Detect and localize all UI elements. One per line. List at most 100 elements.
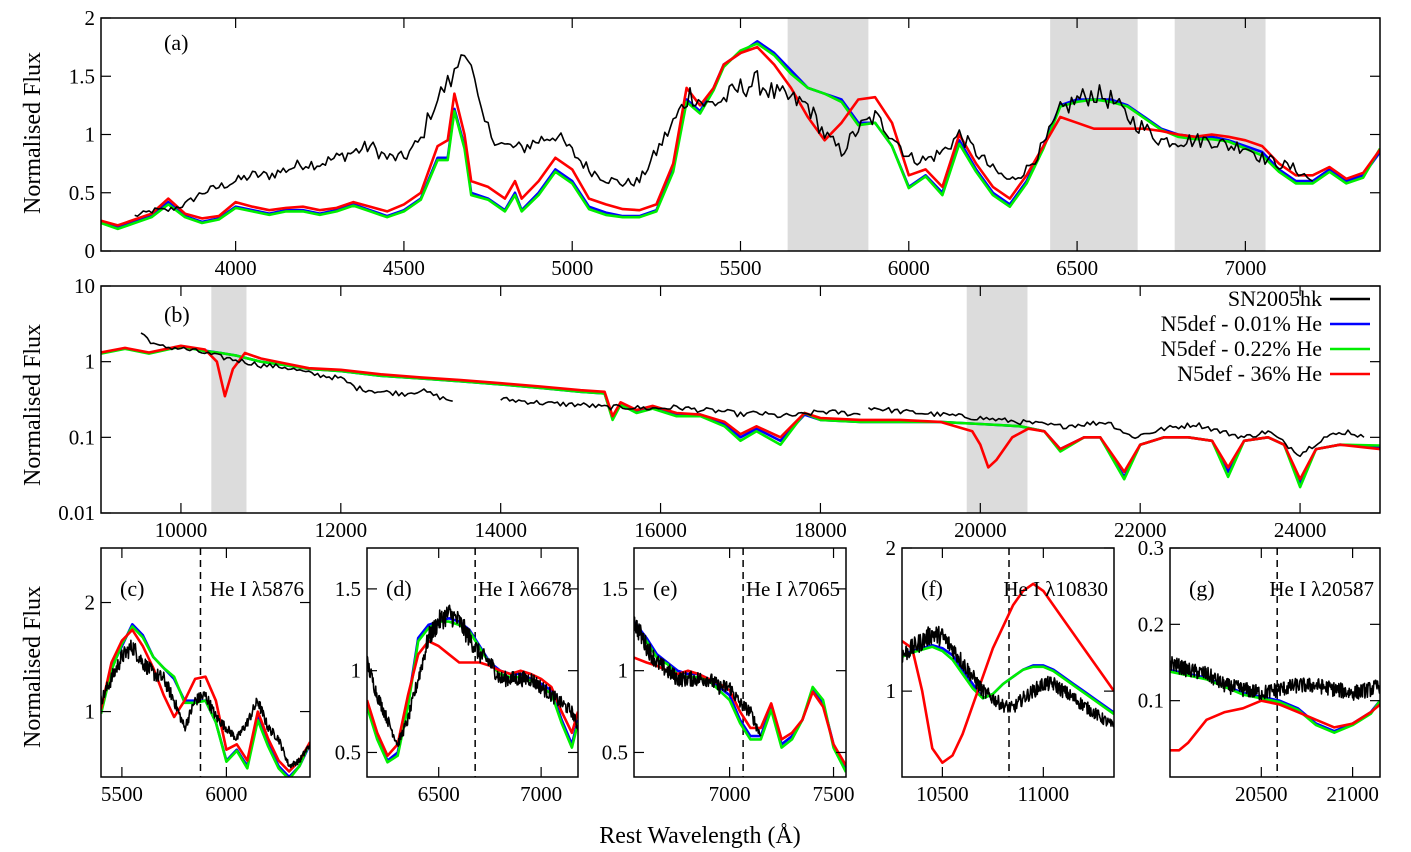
panel-label-c: (c)	[120, 576, 144, 601]
legend-label-He001: N5def - 0.01% He	[1161, 311, 1322, 336]
y-tick-label-e: 1	[618, 659, 629, 683]
legend-label-He36: N5def - 36% He	[1177, 361, 1322, 386]
x-tick-label-a: 6500	[1056, 256, 1098, 280]
y-tick-label-d: 1	[351, 659, 362, 683]
line-label-d: He I λ6678	[478, 577, 572, 601]
x-axis-label: Rest Wavelength (Å)	[599, 823, 801, 849]
y-tick-label-a: 0.5	[69, 181, 95, 205]
x-tick-label-f: 11000	[1017, 782, 1069, 806]
panel-c: 5500 6000 1 2 (c) He I λ5876	[85, 547, 311, 806]
series-group-a	[101, 40, 1380, 231]
line-label-f: He I λ10830	[1003, 577, 1108, 601]
series-group-g	[1170, 656, 1380, 752]
series-SN2005hk-a	[134, 54, 1314, 217]
panel-f: 10500 11000 1 2 (f) He I λ10830	[886, 536, 1115, 806]
x-tick-label-b: 10000	[155, 518, 208, 542]
x-tick-label-b: 20000	[954, 518, 1007, 542]
x-tick-label-a: 7000	[1224, 256, 1266, 280]
x-tick-label-e: 7000	[709, 782, 751, 806]
frame-g	[1169, 547, 1381, 778]
series-He36-g	[1170, 699, 1380, 752]
y-tick-label-f: 1	[886, 679, 897, 703]
y-tick-label-a: 0	[85, 239, 96, 263]
series-He36-b	[101, 344, 1380, 481]
panel-label-g: (g)	[1189, 576, 1215, 601]
y-tick-label-d: 1.5	[335, 577, 361, 601]
panel-label-f: (f)	[921, 576, 943, 601]
y-tick-label-e: 1.5	[602, 577, 628, 601]
panel-d: 6500 7000 0.5 1 1.5 (d) He I λ6678	[335, 547, 579, 806]
x-tick-label-g: 20500	[1235, 782, 1288, 806]
x-tick-label-a: 4500	[383, 256, 425, 280]
y-tick-label-b: 0.1	[69, 425, 95, 449]
y-axis-label-bottom: Normalised Flux	[20, 586, 46, 748]
line-label-g: He I λ20587	[1269, 577, 1374, 601]
panel-b: 10000 12000 14000 16000 18000 20000 22000 24000…	[58, 274, 1381, 542]
line-label-c: He I λ5876	[210, 577, 304, 601]
y-tick-label-a: 1.5	[69, 64, 95, 88]
y-tick-label-f: 2	[886, 536, 897, 560]
frame-e	[633, 547, 847, 778]
series-He36-f	[902, 582, 1114, 764]
y-tick-label-b: 10	[74, 274, 95, 298]
y-tick-label-d: 0.5	[335, 740, 361, 764]
x-tick-label-b: 16000	[634, 518, 687, 542]
series-group-c	[101, 623, 310, 777]
x-tick-label-b: 12000	[315, 518, 368, 542]
series-He36-d	[367, 639, 578, 757]
y-tick-label-e: 0.5	[602, 740, 628, 764]
series-SN2005hk-e	[634, 616, 762, 737]
y-tick-label-g: 0.1	[1138, 689, 1164, 713]
series-group-d	[367, 604, 578, 764]
y-tick-label-c: 1	[85, 700, 96, 724]
frame-c	[100, 547, 311, 778]
series-group-b	[101, 332, 1380, 489]
y-tick-label-b: 0.01	[58, 501, 95, 525]
y-axis-label-middle: Normalised Flux	[20, 324, 46, 486]
series-SN2005hk-g	[1170, 656, 1380, 701]
panel-label-d: (d)	[386, 576, 412, 601]
series-He022-c	[101, 625, 310, 777]
series-group-f	[902, 582, 1114, 764]
series-group-e	[634, 616, 846, 773]
x-tick-label-b: 18000	[794, 518, 847, 542]
y-tick-label-g: 0.3	[1138, 536, 1164, 560]
y-tick-label-b: 1	[85, 350, 96, 374]
panel-a: 4000 4500 5000 5500 6000 6500 7000 0 0.5 1 1.5 2 (a)	[69, 6, 1381, 280]
x-tick-label-c: 5500	[101, 782, 143, 806]
y-tick-label-a: 2	[85, 6, 96, 30]
y-axis-label-top: Normalised Flux	[20, 52, 46, 214]
plots-layer: 4000 4500 5000 5500 6000 6500 7000 0 0.5 1 1.5 2 (a)…	[58, 6, 1381, 806]
x-tick-label-b: 14000	[474, 518, 527, 542]
x-tick-label-d: 6500	[418, 782, 460, 806]
series-He022-g	[1170, 670, 1380, 734]
legend-label-He022: N5def - 0.22% He	[1161, 336, 1322, 361]
shaded-region-b-0	[211, 286, 247, 513]
x-tick-label-b: 24000	[1274, 518, 1327, 542]
legend-label-SN2005hk: SN2005hk	[1228, 286, 1322, 311]
shaded-region-b-1	[966, 286, 1028, 513]
series-He36-a	[101, 45, 1380, 227]
series-SN2005hk-c	[101, 639, 310, 769]
shaded-region-a-1	[1050, 18, 1138, 251]
x-tick-label-e: 7500	[813, 782, 855, 806]
y-tick-label-a: 1	[85, 123, 96, 147]
panel-e: 7000 7500 0.5 1 1.5 (e) He I λ7065	[602, 547, 855, 806]
series-SN2005hk-f	[902, 625, 1114, 728]
series-He022-e	[634, 624, 846, 773]
x-tick-label-g: 21000	[1326, 782, 1379, 806]
series-SN2005hk-b	[140, 332, 1365, 458]
x-tick-label-a: 4000	[215, 256, 257, 280]
x-tick-label-f: 10500	[916, 782, 969, 806]
panel-label-b: (b)	[164, 302, 190, 327]
x-tick-label-c: 6000	[205, 782, 247, 806]
series-SN2005hk-d	[367, 604, 578, 748]
series-He36-e	[634, 656, 846, 767]
x-tick-label-b: 22000	[1114, 518, 1167, 542]
series-He022-f	[902, 645, 1114, 716]
y-tick-label-c: 2	[85, 591, 96, 615]
panel-label-e: (e)	[653, 576, 677, 601]
frame-f	[901, 547, 1115, 778]
